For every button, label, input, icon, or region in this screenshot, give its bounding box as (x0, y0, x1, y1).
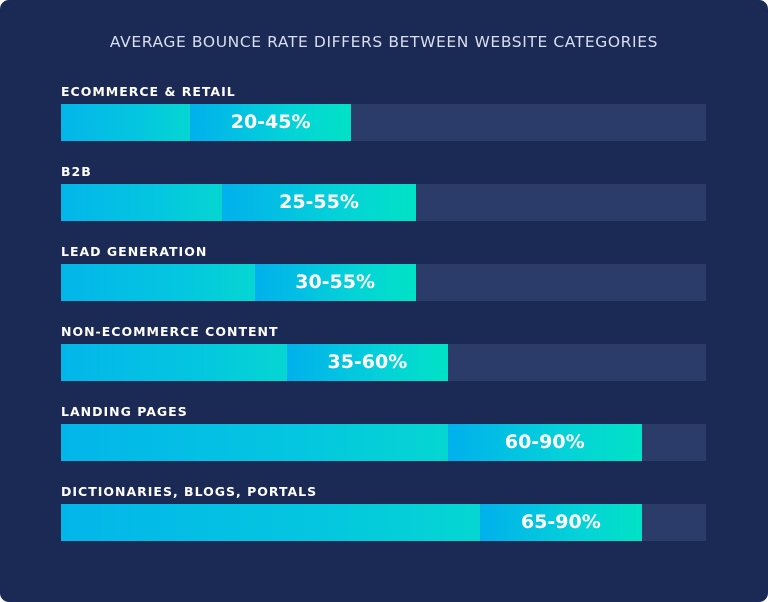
bar-range-segment (448, 424, 642, 461)
bar-base-segment (61, 424, 448, 461)
bar-track: 20-45% (61, 104, 706, 141)
category-label: DICTIONARIES, BLOGS, PORTALS (61, 484, 318, 499)
bar-range-segment (222, 184, 416, 221)
category-label: LEAD GENERATION (61, 244, 208, 259)
bar-row: NON-ECOMMERCE CONTENT 35-60% (61, 324, 706, 384)
category-label: LANDING PAGES (61, 404, 188, 419)
category-label: NON-ECOMMERCE CONTENT (61, 324, 279, 339)
range-value-label: 65-90% (520, 511, 601, 533)
bar-row: LANDING PAGES 60-90% (61, 404, 706, 464)
bar-track: 60-90% (61, 424, 706, 461)
bar-base-segment (61, 344, 287, 381)
bar-row: B2B 25-55% (61, 164, 706, 224)
bar-range-segment (254, 264, 416, 301)
bar-row: DICTIONARIES, BLOGS, PORTALS 65-90% (61, 484, 706, 544)
chart-title: AVERAGE BOUNCE RATE DIFFERS BETWEEN WEBS… (109, 33, 659, 51)
bar-range-segment (286, 344, 448, 381)
bar-track: 30-55% (61, 264, 706, 301)
bar-range-segment (190, 104, 352, 141)
range-value-label: 60-90% (504, 431, 585, 453)
range-value-label: 30-55% (295, 271, 376, 293)
bar-track: 35-60% (61, 344, 706, 381)
bar-base-segment (61, 504, 481, 541)
bar-track: 25-55% (61, 184, 706, 221)
category-label: ECOMMERCE & RETAIL (61, 84, 236, 99)
bar-row: ECOMMERCE & RETAIL 20-45% (61, 84, 706, 144)
bar-track: 65-90% (61, 504, 706, 541)
bar-base-segment (61, 104, 190, 141)
range-value-label: 35-60% (327, 351, 408, 373)
category-label: B2B (61, 164, 92, 179)
bar-base-segment (61, 264, 255, 301)
range-value-label: 20-45% (230, 111, 311, 133)
bar-range-segment (480, 504, 642, 541)
bar-base-segment (61, 184, 223, 221)
bar-row: LEAD GENERATION 30-55% (61, 244, 706, 304)
range-value-label: 25-55% (279, 191, 359, 213)
